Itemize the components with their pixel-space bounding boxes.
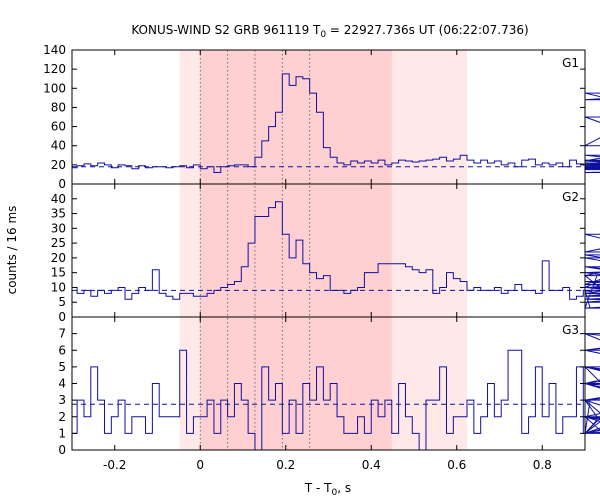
chart-title: KONUS-WIND S2 GRB 961119 T0 = 22927.736s… xyxy=(131,23,528,40)
panel-name-g3: G3 xyxy=(562,323,579,337)
y-tick-label: 30 xyxy=(51,221,66,235)
y-tick-label: 0 xyxy=(58,177,66,191)
y-tick-label: 100 xyxy=(43,81,66,95)
y-tick-label: 40 xyxy=(51,192,66,206)
panel-name-g2: G2 xyxy=(562,190,579,204)
y-tick-label: 0 xyxy=(58,310,66,324)
y-tick-label: 5 xyxy=(58,295,66,309)
y-tick-label: 7 xyxy=(58,327,66,341)
y-axis-label: counts / 16 ms xyxy=(5,206,19,295)
y-tick-label: 4 xyxy=(58,377,66,391)
y-tick-label: 0 xyxy=(58,443,66,457)
y-tick-label: 6 xyxy=(58,343,66,357)
y-tick-label: 3 xyxy=(58,393,66,407)
x-tick-label: -0.2 xyxy=(103,458,126,472)
y-tick-label: 15 xyxy=(51,266,66,280)
y-tick-label: 20 xyxy=(51,158,66,172)
y-tick-label: 120 xyxy=(43,62,66,76)
y-tick-label: 40 xyxy=(51,139,66,153)
panel-frames xyxy=(71,49,586,451)
x-axis: -0.2 0 0.2 0.4 0.6 0.8 xyxy=(103,458,552,472)
y-tick-label: 10 xyxy=(51,280,66,294)
y-tick-label: 140 xyxy=(43,43,66,57)
y-tick-label: 80 xyxy=(51,100,66,114)
y-tick-label: 1 xyxy=(58,426,66,440)
x-tick-label: 0.4 xyxy=(362,458,381,472)
y-tick-label: 25 xyxy=(51,236,66,250)
panel-name-g1: G1 xyxy=(562,56,579,70)
x-tick-label: 0.2 xyxy=(276,458,295,472)
lightcurve-g2 xyxy=(72,201,600,309)
panel-g3: 0 1 2 3 4 5 6 7 G3 xyxy=(58,317,600,457)
x-axis-label: T - T0, s xyxy=(304,481,351,498)
lightcurve-g1 xyxy=(72,73,600,174)
y-tick-label: 2 xyxy=(58,410,66,424)
y-tick-label: 20 xyxy=(51,251,66,265)
x-tick-label: 0.8 xyxy=(533,458,552,472)
lightcurve-g3 xyxy=(72,333,600,451)
x-tick-label: 0.6 xyxy=(447,458,466,472)
panel-frame-g3 xyxy=(71,316,586,451)
y-tick-label: 5 xyxy=(58,360,66,374)
y-tick-label: 60 xyxy=(51,120,66,134)
x-tick-label: 0 xyxy=(196,458,204,472)
y-tick-label: 35 xyxy=(51,207,66,221)
